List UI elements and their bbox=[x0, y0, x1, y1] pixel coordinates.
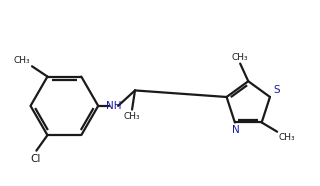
Text: Cl: Cl bbox=[30, 154, 41, 163]
Text: NH: NH bbox=[106, 101, 121, 111]
Text: S: S bbox=[273, 85, 280, 95]
Text: N: N bbox=[232, 125, 239, 135]
Text: CH₃: CH₃ bbox=[14, 56, 30, 65]
Text: CH₃: CH₃ bbox=[232, 53, 249, 62]
Text: CH₃: CH₃ bbox=[124, 112, 140, 121]
Text: CH₃: CH₃ bbox=[279, 133, 295, 142]
